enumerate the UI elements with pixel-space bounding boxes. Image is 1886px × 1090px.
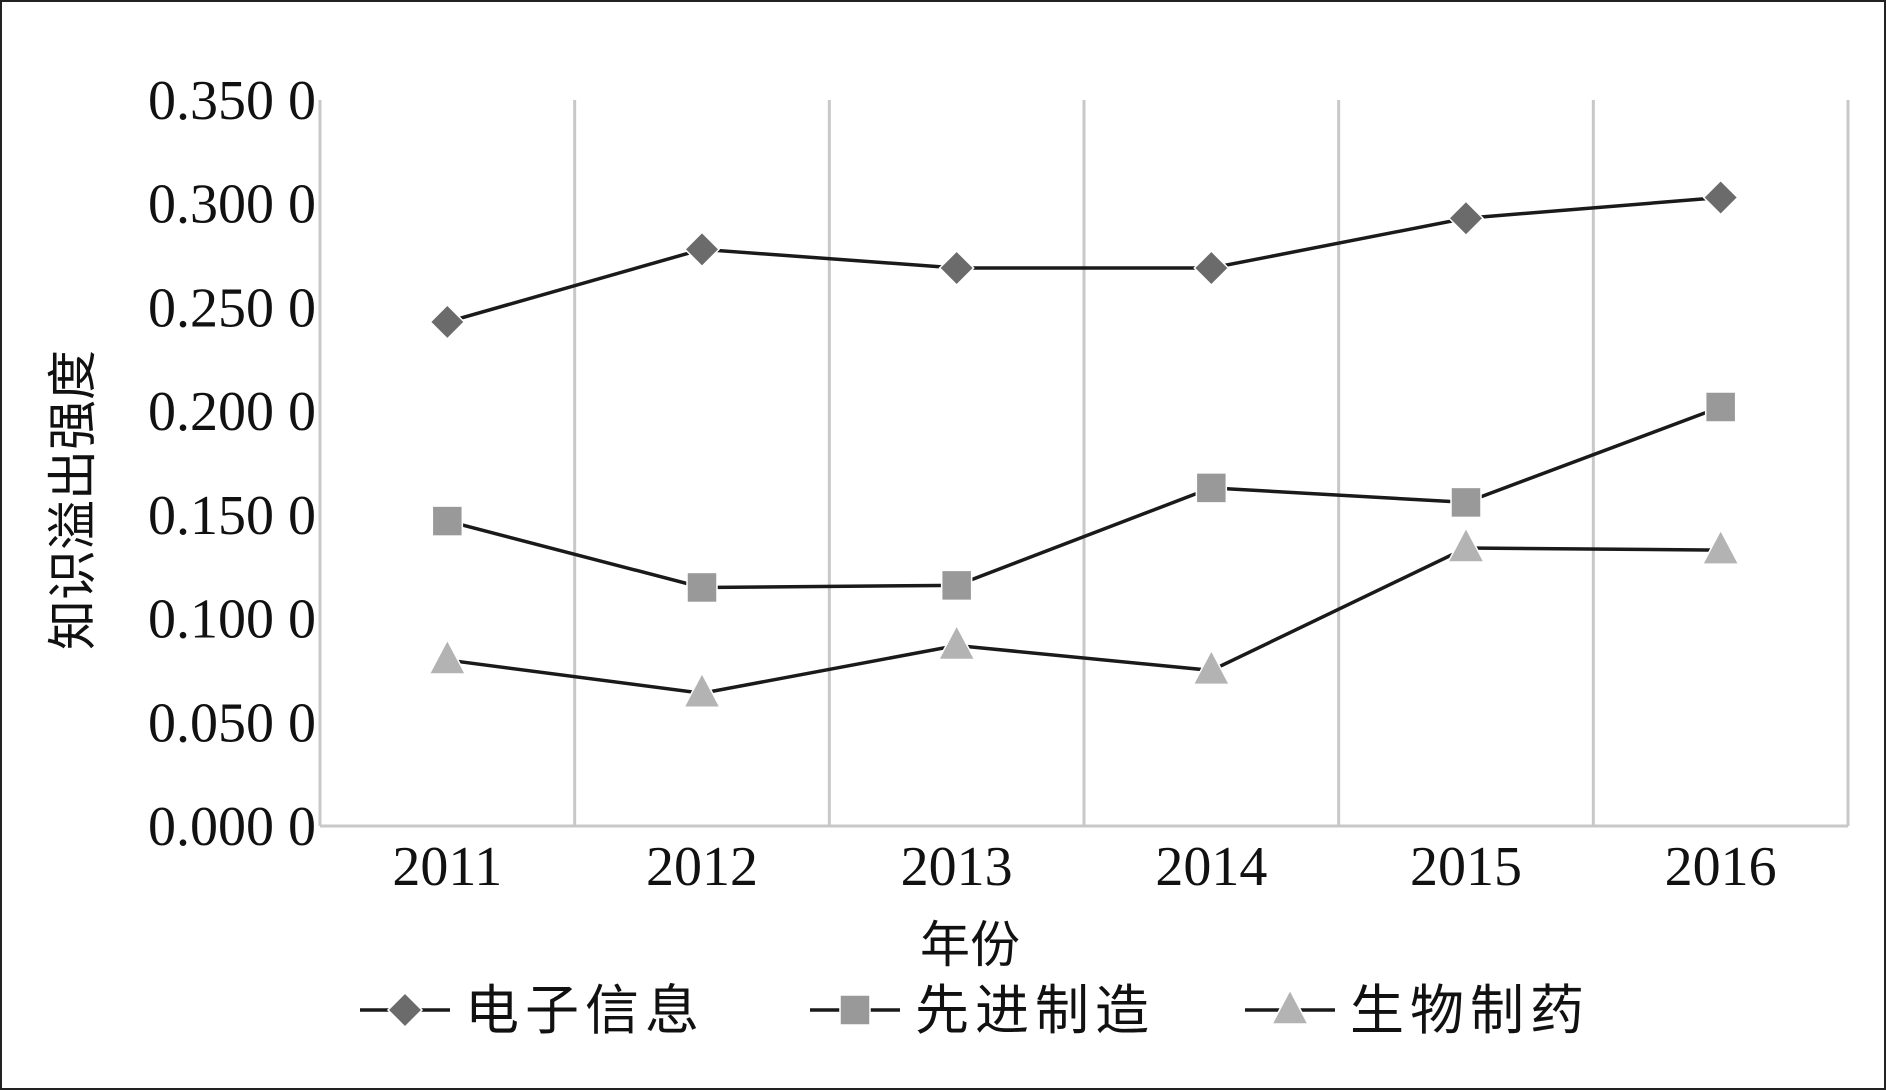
x-tick-label: 2013	[901, 836, 1013, 898]
x-tick-label: 2011	[392, 836, 502, 898]
series-group	[428, 179, 1740, 708]
x-tick-label: 2012	[646, 836, 758, 898]
data-point-triangle	[1192, 648, 1231, 686]
legend-label: 电子信息	[465, 979, 705, 1042]
y-axis-title: 知识溢出强度	[44, 350, 102, 650]
y-tick-label: 0.100 0	[148, 589, 316, 651]
data-point-diamond	[683, 231, 721, 268]
y-tick-label: 0.350 0	[148, 70, 316, 132]
data-point-square	[1704, 391, 1737, 423]
x-axis-title: 年份	[920, 916, 1020, 974]
series-3	[428, 526, 1740, 708]
data-point-diamond	[429, 303, 466, 341]
data-point-square	[940, 569, 973, 602]
data-point-square	[686, 571, 718, 604]
data-point-square	[431, 505, 464, 537]
data-point-diamond	[1702, 179, 1739, 216]
y-tick-label: 0.000 0	[148, 796, 316, 858]
series-2	[431, 391, 1737, 604]
data-point-triangle	[1701, 528, 1740, 565]
grid-lines	[573, 100, 1850, 826]
legend-label: 先进制造	[915, 979, 1155, 1042]
data-point-square	[1450, 486, 1482, 519]
legend-item-2: 先进制造	[810, 979, 1155, 1042]
legend-marker-diamond	[386, 991, 424, 1029]
y-tick-label: 0.150 0	[148, 485, 316, 547]
legend-item-1: 电子信息	[360, 979, 705, 1042]
series-1	[429, 179, 1739, 341]
legend-label: 生物制药	[1350, 979, 1590, 1042]
x-tick-labels: 2011 2012 2013 2014 2015 2016	[392, 836, 1776, 898]
data-point-diamond	[1193, 249, 1230, 287]
y-tick-labels: 0.000 0 0.050 0 0.100 0 0.150 0 0.200 0 0.250…	[148, 70, 316, 858]
legend-marker-square	[839, 994, 871, 1026]
data-point-triangle	[937, 623, 976, 661]
axes	[318, 100, 1848, 828]
data-point-square	[1195, 472, 1228, 504]
data-point-triangle	[1446, 526, 1486, 563]
legend: 电子信息 先进制造 生物制药	[360, 979, 1590, 1042]
legend-item-3: 生物制药	[1245, 979, 1590, 1042]
y-tick-label: 0.250 0	[148, 277, 316, 339]
y-tick-label: 0.300 0	[148, 174, 316, 236]
legend-marker-triangle	[1270, 988, 1310, 1025]
series-line	[447, 546, 1721, 696]
data-point-triangle	[428, 638, 467, 675]
x-tick-label: 2015	[1410, 836, 1522, 898]
x-tick-label: 2016	[1665, 836, 1777, 898]
series-line	[446, 405, 1722, 590]
y-tick-label: 0.200 0	[148, 381, 316, 443]
y-tick-label: 0.050 0	[148, 692, 316, 754]
x-tick-label: 2014	[1155, 836, 1267, 898]
data-point-diamond	[938, 249, 975, 287]
data-point-diamond	[1447, 200, 1485, 237]
data-point-triangle	[682, 671, 722, 708]
series-line	[446, 195, 1721, 324]
